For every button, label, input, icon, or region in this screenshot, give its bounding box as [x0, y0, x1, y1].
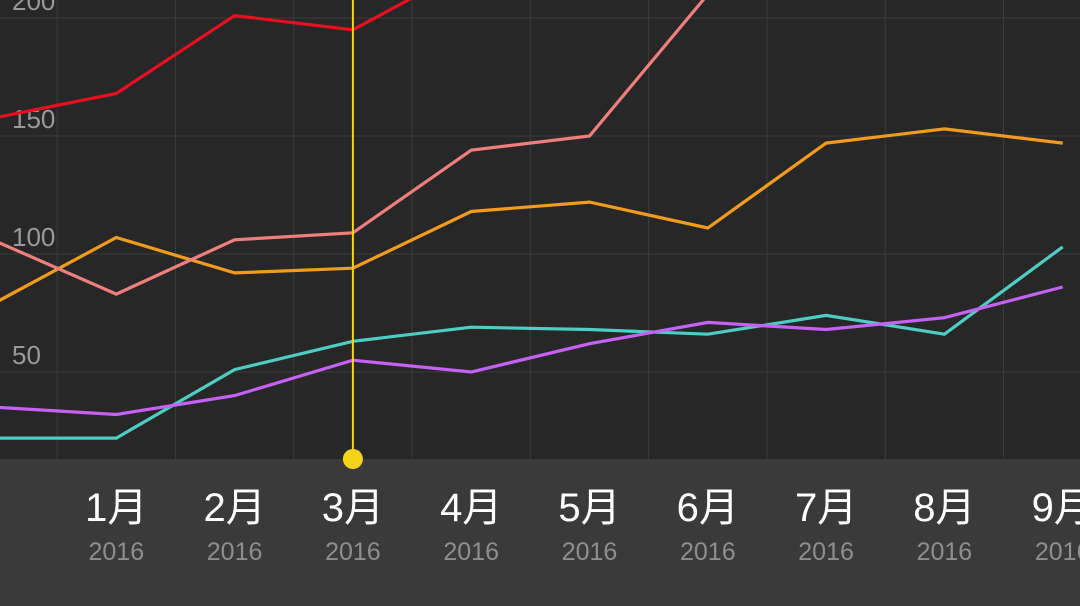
series-line-red — [0, 0, 412, 119]
x-tick-sublabel: 2016 — [325, 538, 381, 566]
x-tick-sublabel: 2016 — [207, 538, 263, 566]
y-tick-label: 100 — [12, 222, 55, 252]
x-tick-label: 2月 — [203, 486, 265, 530]
x-tick-sublabel: 2016 — [798, 538, 854, 566]
x-tick-label: 4月 — [440, 486, 502, 530]
plot-area — [0, 0, 1080, 459]
x-tick-label: 9月 — [1032, 486, 1080, 530]
x-tick-sublabel: 2016 — [1035, 538, 1080, 566]
y-tick-label: 50 — [12, 340, 41, 370]
x-tick-sublabel: 2016 — [88, 538, 144, 566]
x-tick-label: 7月 — [795, 486, 857, 530]
x-tick-label: 8月 — [913, 486, 975, 530]
x-tick-sublabel: 2016 — [917, 538, 973, 566]
x-axis-band — [0, 459, 1080, 606]
x-tick-label: 1月 — [85, 486, 147, 530]
x-tick-sublabel: 2016 — [562, 538, 618, 566]
selection-cursor-dot — [342, 449, 363, 469]
series-line-orange — [0, 127, 1063, 302]
x-tick-label: 6月 — [677, 486, 739, 530]
series-line-purple — [0, 285, 1064, 417]
x-tick-label: 5月 — [558, 486, 620, 530]
x-tick-sublabel: 2016 — [443, 538, 499, 566]
y-tick-label: 200 — [12, 0, 55, 16]
x-tick-label: 3月 — [322, 486, 384, 530]
x-tick-sublabel: 2016 — [680, 538, 736, 566]
